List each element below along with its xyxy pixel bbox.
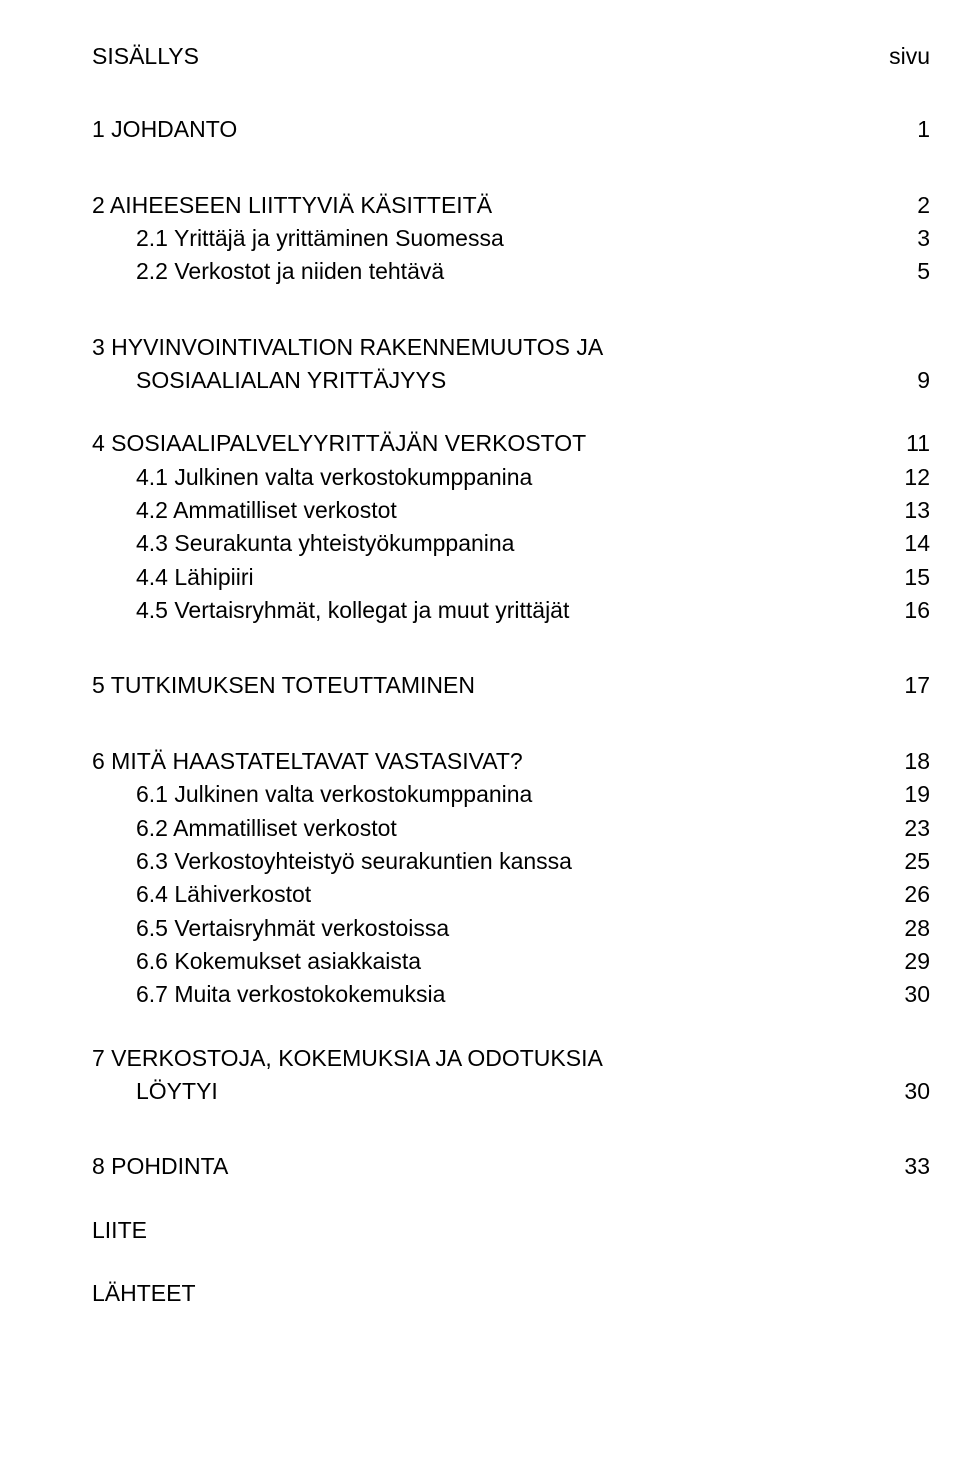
toc-row: 2.1 Yrittäjä ja yrittäminen Suomessa3	[92, 222, 930, 255]
toc-page-number: 26	[890, 878, 930, 911]
toc-label: 2.1 Yrittäjä ja yrittäminen Suomessa	[92, 222, 890, 255]
toc-label-line: 7 VERKOSTOJA, KOKEMUKSIA JA ODOTUKSIA	[92, 1042, 870, 1075]
toc-label: 2.2 Verkostot ja niiden tehtävä	[92, 255, 890, 288]
toc-page-number: 23	[890, 812, 930, 845]
toc-row: 4.3 Seurakunta yhteistyökumppanina14	[92, 527, 930, 560]
toc-page-number: 15	[890, 561, 930, 594]
toc-label: 6.6 Kokemukset asiakkaista	[92, 945, 890, 978]
toc-row: 7 VERKOSTOJA, KOKEMUKSIA JA ODOTUKSIALÖY…	[92, 1042, 930, 1109]
toc-label: 6.5 Vertaisryhmät verkostoissa	[92, 912, 890, 945]
toc-row: 8 POHDINTA33	[92, 1150, 930, 1183]
toc-label: 4.4 Lähipiiri	[92, 561, 890, 594]
toc-row: 6.5 Vertaisryhmät verkostoissa28	[92, 912, 930, 945]
toc-page-number: 17	[890, 669, 930, 702]
toc-page-number: 2	[890, 189, 930, 222]
toc-label: 1 JOHDANTO	[92, 113, 890, 146]
toc-body: 1 JOHDANTO1 2 AIHEESEEN LIITTYVIÄ KÄSITTE…	[92, 113, 930, 1310]
toc-header-row: SISÄLLYS sivu	[92, 40, 930, 73]
toc-row: 2.2 Verkostot ja niiden tehtävä5	[92, 255, 930, 288]
toc-page-label: sivu	[889, 40, 930, 73]
toc-row: LÄHTEET	[92, 1277, 930, 1310]
toc-page-number: 3	[890, 222, 930, 255]
toc-label: 2 AIHEESEEN LIITTYVIÄ KÄSITTEITÄ	[92, 189, 890, 222]
toc-row: 6.2 Ammatilliset verkostot23	[92, 812, 930, 845]
toc-page-number: 11	[890, 427, 930, 460]
toc-label: 6.1 Julkinen valta verkostokumppanina	[92, 778, 890, 811]
toc-page-number: 16	[890, 594, 930, 627]
toc-label: LIITE	[92, 1214, 930, 1247]
toc-label: LÄHTEET	[92, 1277, 930, 1310]
toc-label: 6.4 Lähiverkostot	[92, 878, 890, 911]
toc-page-number: 9	[890, 364, 930, 397]
toc-label: 4.2 Ammatilliset verkostot	[92, 494, 890, 527]
toc-page-number: 30	[890, 978, 930, 1011]
toc-row: 6.6 Kokemukset asiakkaista29	[92, 945, 930, 978]
toc-row: 2 AIHEESEEN LIITTYVIÄ KÄSITTEITÄ2	[92, 189, 930, 222]
toc-label: 6 MITÄ HAASTATELTAVAT VASTASIVAT?	[92, 745, 890, 778]
toc-row: 6.1 Julkinen valta verkostokumppanina19	[92, 778, 930, 811]
toc-page-number: 29	[890, 945, 930, 978]
toc-label: 4.3 Seurakunta yhteistyökumppanina	[92, 527, 890, 560]
toc-title: SISÄLLYS	[92, 40, 199, 73]
toc-row: 4.4 Lähipiiri15	[92, 561, 930, 594]
toc-page-number: 1	[890, 113, 930, 146]
toc-row: LIITE	[92, 1214, 930, 1247]
toc-label: 8 POHDINTA	[92, 1150, 890, 1183]
toc-page-number: 5	[890, 255, 930, 288]
toc-row: 6.7 Muita verkostokokemuksia30	[92, 978, 930, 1011]
toc-label: 3 HYVINVOINTIVALTION RAKENNEMUUTOS JASOS…	[92, 331, 890, 398]
toc-label: 5 TUTKIMUKSEN TOTEUTTAMINEN	[92, 669, 890, 702]
toc-page-number: 30	[890, 1075, 930, 1108]
toc-page-number: 14	[890, 527, 930, 560]
toc-page-number: 13	[890, 494, 930, 527]
toc-row: 4.1 Julkinen valta verkostokumppanina12	[92, 461, 930, 494]
toc-row: 6.4 Lähiverkostot26	[92, 878, 930, 911]
toc-row: 6.3 Verkostoyhteistyö seurakuntien kanss…	[92, 845, 930, 878]
toc-row: 3 HYVINVOINTIVALTION RAKENNEMUUTOS JASOS…	[92, 331, 930, 398]
toc-page-number: 19	[890, 778, 930, 811]
toc-label: 6.3 Verkostoyhteistyö seurakuntien kanss…	[92, 845, 890, 878]
toc-row: 1 JOHDANTO1	[92, 113, 930, 146]
toc-label-line: LÖYTYI	[92, 1075, 870, 1108]
toc-label: 6.7 Muita verkostokokemuksia	[92, 978, 890, 1011]
toc-page-number: 25	[890, 845, 930, 878]
toc-row: 4.5 Vertaisryhmät, kollegat ja muut yrit…	[92, 594, 930, 627]
toc-row: 6 MITÄ HAASTATELTAVAT VASTASIVAT?18	[92, 745, 930, 778]
toc-label: 6.2 Ammatilliset verkostot	[92, 812, 890, 845]
toc-page-number: 18	[890, 745, 930, 778]
toc-page-number: 33	[890, 1150, 930, 1183]
toc-page-number: 12	[890, 461, 930, 494]
toc-label-line: 3 HYVINVOINTIVALTION RAKENNEMUUTOS JA	[92, 331, 870, 364]
toc-row: 4 SOSIAALIPALVELYYRITTÄJÄN VERKOSTOT11	[92, 427, 930, 460]
toc-label: 4.1 Julkinen valta verkostokumppanina	[92, 461, 890, 494]
toc-label: 7 VERKOSTOJA, KOKEMUKSIA JA ODOTUKSIALÖY…	[92, 1042, 890, 1109]
toc-label-line: SOSIAALIALAN YRITTÄJYYS	[92, 364, 870, 397]
toc-row: 4.2 Ammatilliset verkostot13	[92, 494, 930, 527]
toc-page-number: 28	[890, 912, 930, 945]
toc-page: SISÄLLYS sivu 1 JOHDANTO1 2 AIHEESEEN LII…	[0, 0, 960, 1459]
toc-row: 5 TUTKIMUKSEN TOTEUTTAMINEN17	[92, 669, 930, 702]
toc-label: 4.5 Vertaisryhmät, kollegat ja muut yrit…	[92, 594, 890, 627]
toc-label: 4 SOSIAALIPALVELYYRITTÄJÄN VERKOSTOT	[92, 427, 890, 460]
